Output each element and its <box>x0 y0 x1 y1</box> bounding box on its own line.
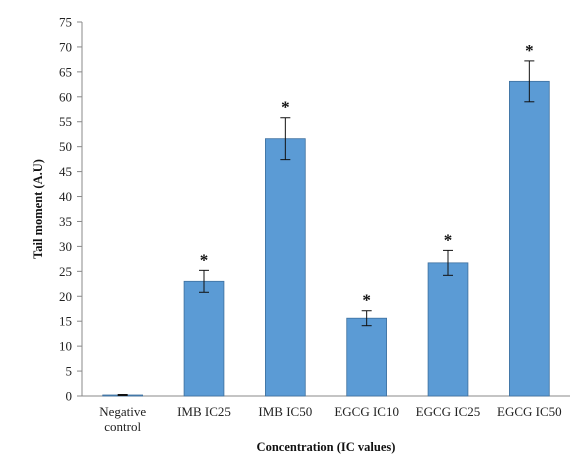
y-tick-label: 50 <box>59 139 72 154</box>
x-tick-label: control <box>104 419 141 434</box>
x-tick-label: Negative <box>99 404 146 419</box>
x-tick-label: IMB IC50 <box>258 404 312 419</box>
y-tick-label: 5 <box>66 364 73 379</box>
bar <box>509 80 550 397</box>
x-axis-title: Concentration (IC values) <box>257 440 396 454</box>
bar <box>183 280 225 397</box>
y-tick-label: 45 <box>59 164 72 179</box>
y-tick-label: 10 <box>59 339 72 354</box>
y-tick-label: 25 <box>59 264 72 279</box>
significance-marker: * <box>281 98 290 117</box>
y-tick-label: 70 <box>59 39 72 54</box>
significance-marker: * <box>362 291 371 310</box>
x-tick-label: EGCG IC50 <box>497 404 562 419</box>
bar <box>427 262 469 397</box>
bar <box>346 317 387 397</box>
y-axis-ticks: 0 5 10 15 20 25 30 35 40 45 50 55 60 65 70 75 <box>59 15 82 404</box>
significance-marker: * <box>200 250 209 269</box>
bars: * * * * * <box>102 41 550 397</box>
y-tick-label: 55 <box>59 114 72 129</box>
significance-marker: * <box>525 41 534 60</box>
y-tick-label: 0 <box>66 389 73 404</box>
y-tick-label: 20 <box>59 289 72 304</box>
x-tick-label: EGCG IC10 <box>334 404 399 419</box>
significance-marker: * <box>444 230 453 249</box>
x-tick-label: IMB IC25 <box>177 404 231 419</box>
y-tick-label: 75 <box>59 15 72 30</box>
x-tick-label: EGCG IC25 <box>416 404 481 419</box>
y-tick-label: 60 <box>59 89 72 104</box>
y-tick-label: 65 <box>59 64 72 79</box>
y-tick-label: 30 <box>59 239 72 254</box>
y-tick-label: 35 <box>59 214 72 229</box>
y-axis-title: Tail moment (A.U) <box>31 159 45 259</box>
bar <box>265 138 306 397</box>
y-tick-label: 40 <box>59 189 72 204</box>
y-tick-label: 15 <box>59 314 72 329</box>
